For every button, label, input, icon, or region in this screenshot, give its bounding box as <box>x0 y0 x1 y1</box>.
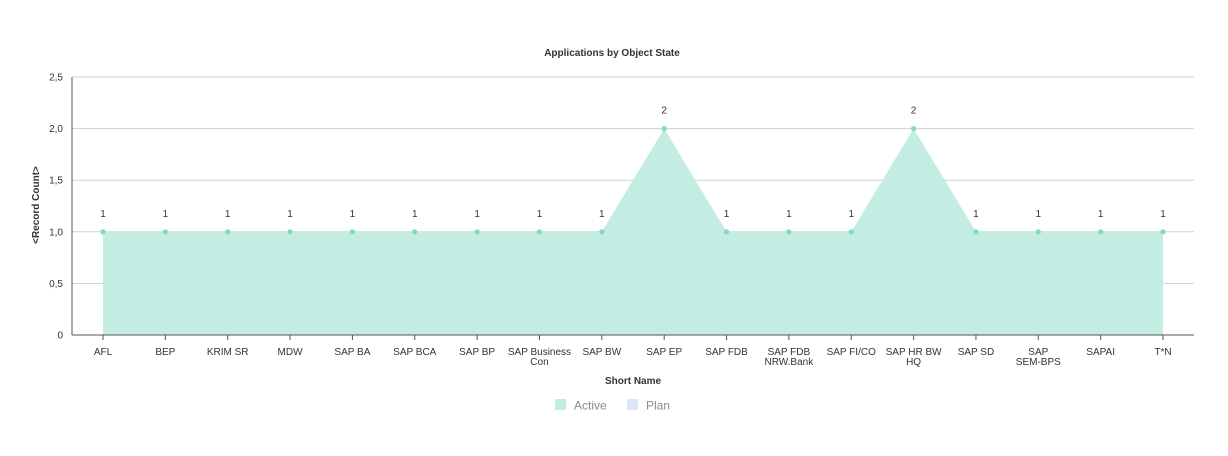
x-tick-label: BEP <box>155 347 175 358</box>
x-tick-label: SAP EP <box>646 347 682 358</box>
data-label: 1 <box>973 209 979 220</box>
data-label: 1 <box>225 209 231 220</box>
x-tick-label: T*N <box>1154 347 1171 358</box>
x-tick-label: SAP BP <box>459 347 495 358</box>
legend-item-plan: Plan <box>627 399 670 413</box>
data-point-active <box>100 229 106 235</box>
x-tick-label: KRIM SR <box>207 347 249 358</box>
chart-title: Applications by Object State <box>544 48 680 59</box>
data-label: 1 <box>599 209 605 220</box>
y-tick-label: 0,5 <box>49 279 63 290</box>
data-labels: 1 1 1 1 1 1 1 1 1 2 1 1 1 2 1 1 1 1 <box>100 106 1166 220</box>
data-label: 1 <box>848 209 854 220</box>
data-point-active <box>910 126 917 132</box>
data-point-active <box>723 229 730 235</box>
y-tick-label: 1,5 <box>49 176 63 187</box>
data-label: 2 <box>661 106 667 117</box>
data-label: 1 <box>1160 209 1166 220</box>
x-tick-label: SAP Business Con <box>508 347 571 368</box>
data-label: 1 <box>412 209 418 220</box>
x-tick-label: SAP BW <box>582 347 621 358</box>
data-point-active <box>661 126 667 132</box>
axes <box>71 77 1194 340</box>
y-tick-label: 2,5 <box>49 73 63 84</box>
data-label: 1 <box>474 209 480 220</box>
data-point-active <box>786 229 792 235</box>
x-tick-label: AFL <box>94 347 113 358</box>
x-tick-label: SAP BA <box>334 347 370 358</box>
x-axis-title: Short Name <box>605 376 662 387</box>
data-point-active <box>1160 229 1166 235</box>
series-area-active <box>103 128 1163 335</box>
data-points <box>100 126 1166 235</box>
y-tick-label: 2,0 <box>49 124 63 135</box>
x-tick-label: SAP SD <box>958 347 995 358</box>
legend-swatch <box>627 399 638 410</box>
data-label: 1 <box>1098 209 1104 220</box>
data-label: 1 <box>537 209 543 220</box>
x-tick-label: SAP FI/CO <box>827 347 876 358</box>
data-point-active <box>287 229 293 235</box>
y-tick-labels: 0 0,5 1,0 1,5 2,0 2,5 <box>49 73 63 342</box>
data-point-active <box>1035 229 1041 235</box>
data-point-active <box>973 229 979 235</box>
x-tick-label: SAP FDB <box>705 347 748 358</box>
data-point-active <box>225 229 231 235</box>
legend-label: Active <box>574 399 607 413</box>
data-point-active <box>474 229 480 235</box>
data-point-active <box>536 229 543 235</box>
x-tick-labels: AFL BEP KRIM SR MDW SAP BA SAP BCA SAP BP SAP B… <box>94 347 1172 368</box>
data-point-active <box>848 229 854 235</box>
y-tick-label: 0 <box>57 331 63 342</box>
data-point-active <box>599 229 605 235</box>
x-tick-label: SAPAI <box>1086 347 1115 358</box>
legend-item-active: Active <box>555 399 607 413</box>
legend-label: Plan <box>646 399 670 413</box>
data-label: 1 <box>1036 209 1042 220</box>
x-tick-label: MDW <box>278 347 304 358</box>
data-label: 1 <box>100 209 106 220</box>
y-axis-title: <Record Count> <box>31 166 42 244</box>
data-point-active <box>162 229 168 235</box>
data-point-active <box>412 229 418 235</box>
data-label: 1 <box>163 209 169 220</box>
x-tick-label: SAP BCA <box>393 347 436 358</box>
x-tick-label: SAP SEM-BPS <box>1016 347 1061 368</box>
legend: Active Plan <box>555 399 670 413</box>
data-label: 1 <box>786 209 792 220</box>
x-tick-label: SAP HR BW HQ <box>886 347 942 368</box>
y-tick-label: 1,0 <box>49 227 63 238</box>
legend-swatch <box>555 399 566 410</box>
data-label: 2 <box>911 106 917 117</box>
data-label: 1 <box>350 209 356 220</box>
series-areas <box>103 128 1163 335</box>
data-point-active <box>1098 229 1104 235</box>
data-label: 1 <box>287 209 293 220</box>
x-tick-label: SAP FDB NRW.Bank <box>765 347 815 368</box>
data-label: 1 <box>724 209 730 220</box>
data-point-active <box>349 229 356 235</box>
